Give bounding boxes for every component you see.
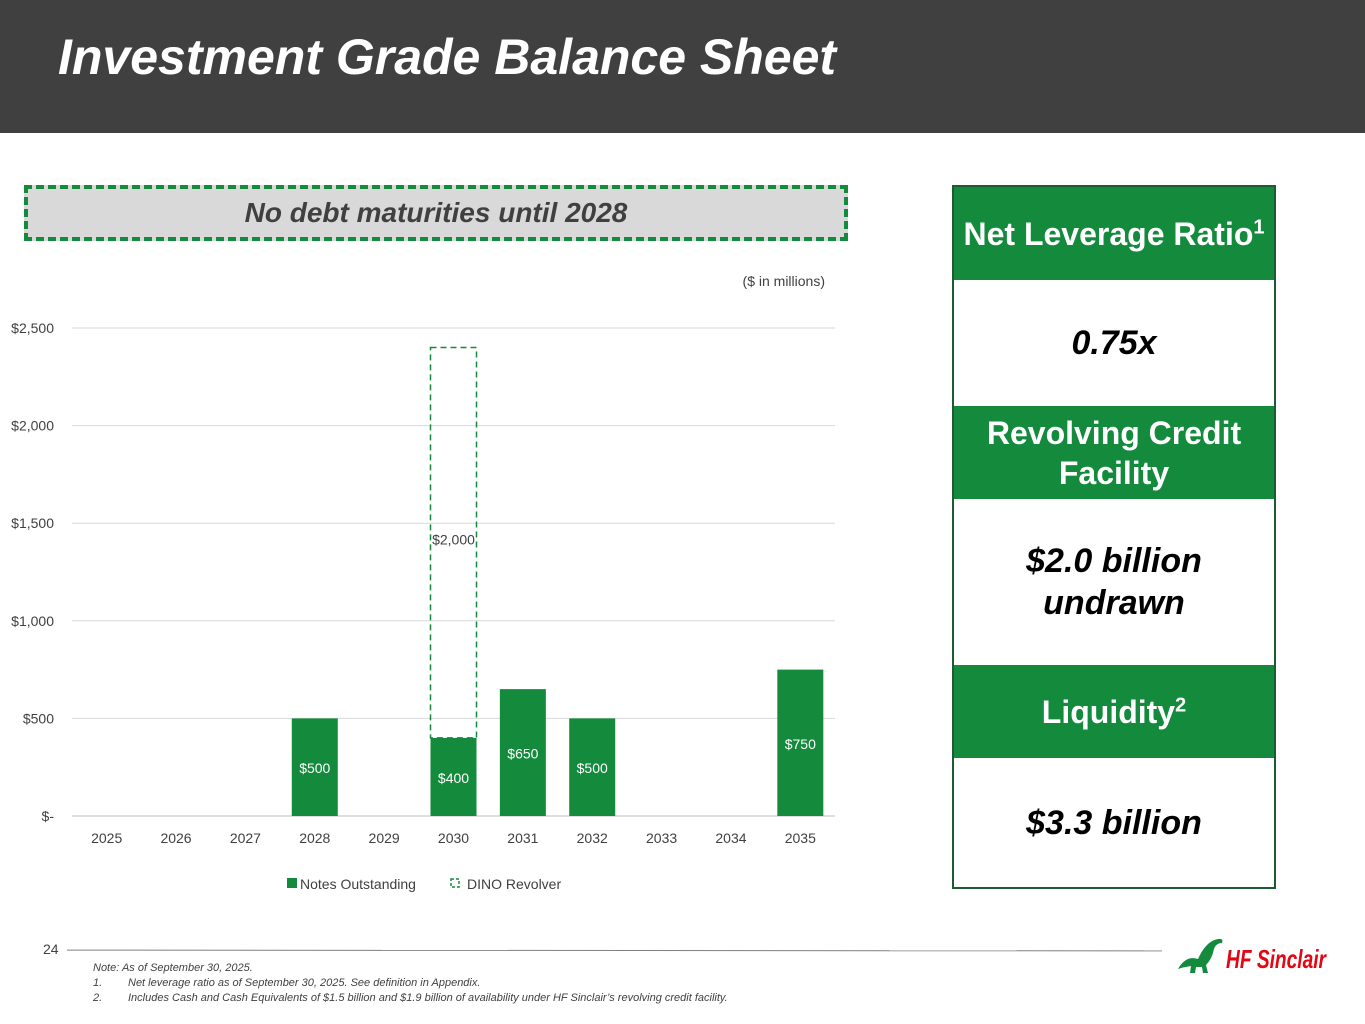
x-tick-label: 2031 (507, 830, 538, 846)
y-axis-ticks: $- $500 $1,000 $1,500 $2,000 $2,500 (11, 320, 54, 824)
x-tick-label: 2032 (577, 830, 608, 846)
x-tick-label: 2035 (785, 830, 816, 846)
kpi-value-revolver: $2.0 billion undrawn (1026, 542, 1202, 622)
footnote-text: Net leverage ratio as of September 30, 2… (128, 977, 481, 989)
y-tick-label: $1,000 (11, 613, 54, 629)
bar-notes-2028 (291, 718, 338, 816)
hf-sinclair-logo: HF Sinclair (1178, 938, 1327, 974)
callout-box: No debt maturities until 2028 (24, 185, 848, 241)
bars: $500 $400 $2,000 $650 $500 $750 (291, 346, 824, 816)
logo-wordmark: HF Sinclair (1226, 944, 1327, 974)
data-label-notes-2028: $500 (299, 760, 330, 776)
data-label-notes-2032: $500 (577, 760, 608, 776)
bar-notes-2032 (569, 718, 616, 816)
legend-swatch-notes (287, 878, 297, 888)
footnote-1: 1. Net leverage ratio as of September 30… (93, 976, 728, 991)
kpi-head-label: Revolving Credit Facility (986, 414, 1242, 491)
kpi-value-net-leverage: 0.75x (1071, 324, 1157, 362)
footnote-number: 2. (93, 992, 103, 1004)
footnotes: Note: As of September 30, 2025. 1. Net l… (93, 961, 728, 1006)
kpi-head-net-leverage: Net Leverage Ratio1 (954, 187, 1274, 280)
gridlines (72, 327, 835, 817)
legend: Notes Outstanding DINO Revolver (287, 876, 561, 892)
page-number: 24 (43, 941, 59, 957)
footnote-ref: 2 (1175, 693, 1187, 716)
y-tick-label: $500 (23, 710, 54, 726)
bar-notes-2035 (777, 669, 824, 816)
y-tick-label: $2,000 (11, 418, 54, 434)
legend-label-revolver: DINO Revolver (467, 876, 561, 892)
data-label-notes-2035: $750 (785, 736, 816, 752)
title-bar: Investment Grade Balance Sheet (0, 0, 1365, 133)
units-note: ($ in millions) (743, 273, 825, 289)
data-label-revolver-2030: $2,000 (432, 532, 475, 548)
x-axis-ticks: 2025 2026 2027 2028 2029 2030 2031 2032 2033 2034… (91, 830, 816, 846)
footnote-ref: 1 (1253, 215, 1265, 238)
data-label-notes-2031: $650 (507, 746, 538, 762)
bar-notes-2030 (430, 737, 477, 816)
kpi-value-liquidity: $3.3 billion (1026, 803, 1202, 842)
y-tick-label: $1,500 (11, 515, 54, 531)
x-tick-label: 2034 (715, 830, 746, 846)
callout-text: No debt maturities until 2028 (244, 197, 628, 228)
footnote-text: Includes Cash and Cash Equivalents of $1… (128, 992, 728, 1004)
x-tick-label: 2025 (91, 830, 122, 846)
kpi-head-label: Liquidity (1041, 693, 1176, 730)
data-label-notes-2030: $400 (438, 770, 469, 786)
kpi-panel: Net Leverage Ratio1 0.75x Revolving Cred… (952, 185, 1276, 889)
footnote-2: 2. Includes Cash and Cash Equivalents of… (93, 991, 728, 1006)
x-tick-label: 2029 (369, 830, 400, 846)
bar-revolver-2030 (429, 346, 478, 739)
page-title: Investment Grade Balance Sheet (58, 29, 837, 85)
kpi-head-revolver: Revolving Credit Facility (954, 406, 1274, 499)
debt-maturity-chart: ($ in millions) $- $500 $1,000 $1,500 $2,000… (11, 273, 835, 892)
bar-notes-2031 (499, 689, 546, 816)
legend-swatch-revolver (450, 878, 460, 888)
x-tick-label: 2026 (160, 830, 191, 846)
y-tick-label: $- (42, 808, 55, 824)
x-tick-label: 2027 (230, 830, 261, 846)
x-tick-label: 2033 (646, 830, 677, 846)
legend-label-notes: Notes Outstanding (300, 876, 416, 892)
x-tick-label: 2030 (438, 830, 469, 846)
x-tick-label: 2028 (299, 830, 330, 846)
footnote-number: 1. (93, 977, 103, 989)
kpi-head-label: Net Leverage Ratio (963, 215, 1254, 252)
footnote-note: Note: As of September 30, 2025. (93, 962, 253, 974)
dinosaur-icon (1178, 938, 1223, 973)
footer-divider (66, 949, 1163, 952)
kpi-head-liquidity: Liquidity2 (954, 665, 1274, 758)
y-tick-label: $2,500 (11, 320, 54, 336)
